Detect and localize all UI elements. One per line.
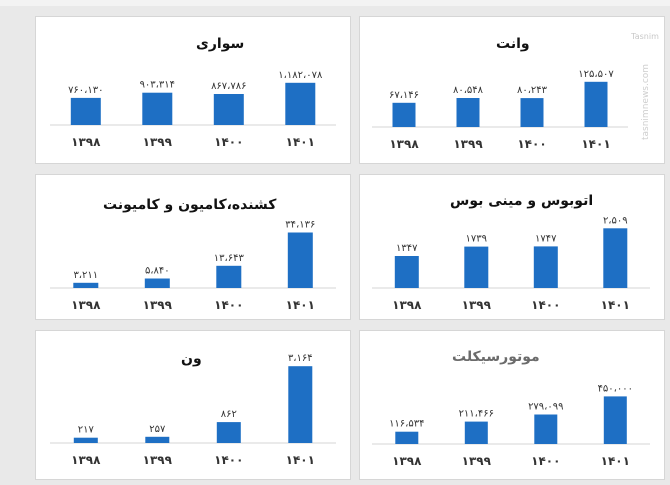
bar — [70, 97, 101, 125]
bar — [288, 366, 313, 443]
data-label: ۱۲۵،۵۰۷ — [578, 69, 614, 80]
bar-chart: ۱۳۴۷ ۱۳۹۸ ۱۷۳۹ ۱۳۹۹ ۱۷۴۷ ۱۴۰۰ ۲،۵۰۹ ۱۴۰۱ — [372, 215, 650, 312]
x-tick-label: ۱۳۹۸ — [389, 137, 419, 151]
data-label: ۴۵۰،۰۰۰ — [598, 383, 633, 394]
chart-panel-truck: کشنده،کامیون و کامیونت ۳،۲۱۱ ۱۳۹۸ ۵،۸۴۰ ۱۳۹… — [35, 174, 351, 320]
data-label: ۷۶۰،۱۳۰ — [68, 85, 103, 96]
x-tick-label: ۱۴۰۱ — [286, 135, 315, 149]
chart-panel-motorcycle: موتورسیکلت ۱۱۶،۵۳۴ ۱۳۹۸ ۲۱۱،۴۶۶ ۱۳۹۹ ۲۷۹،۰۹۹… — [359, 330, 665, 480]
bar — [213, 94, 244, 125]
bar-chart: ۷۶۰،۱۳۰ ۱۳۹۸ ۹۰۳،۳۱۴ ۱۳۹۹ ۸۶۷،۷۸۶ ۱۴۰۰ ۱،۱۸۲،۰… — [50, 70, 336, 149]
x-tick-label: ۱۴۰۰ — [214, 135, 243, 149]
data-label: ۸۰،۲۴۳ — [517, 85, 548, 96]
data-label: ۳،۲۱۱ — [73, 270, 98, 281]
data-label: ۱۳،۶۴۳ — [214, 253, 245, 264]
data-label: ۲۷۹،۰۹۹ — [528, 402, 563, 413]
bar — [216, 422, 241, 443]
watermark-url: tasnimnews.com — [641, 64, 651, 140]
watermark: Tasnim tasnimnews.com — [630, 25, 660, 143]
data-label: ۵،۸۴۰ — [145, 266, 170, 277]
data-label: ۸۰،۵۴۸ — [453, 85, 484, 96]
bar — [216, 265, 242, 288]
x-tick-label: ۱۳۹۸ — [71, 135, 101, 149]
data-label: ۲۵۷ — [149, 424, 166, 435]
top-strip — [0, 0, 670, 6]
x-tick-label: ۱۳۹۸ — [71, 298, 101, 312]
data-label: ۱۷۳۹ — [466, 234, 487, 245]
bar — [534, 414, 558, 444]
data-label: ۸۶۷،۷۸۶ — [211, 81, 246, 92]
x-tick-label: ۱۳۹۹ — [143, 453, 173, 467]
x-tick-label: ۱۴۰۱ — [286, 298, 315, 312]
x-tick-label: ۱۳۹۹ — [143, 298, 173, 312]
x-tick-label: ۱۳۹۹ — [462, 298, 492, 312]
chart-title: وانت — [496, 36, 530, 52]
bar — [287, 232, 313, 288]
x-tick-label: ۱۴۰۰ — [214, 298, 243, 312]
x-tick-label: ۱۳۹۹ — [462, 454, 492, 468]
chart-title: موتورسیکلت — [452, 349, 540, 365]
data-label: ۳،۱۶۴ — [288, 353, 313, 364]
x-tick-label: ۱۳۹۹ — [453, 137, 483, 151]
x-tick-label: ۱۳۹۹ — [143, 135, 173, 149]
data-label: ۲۱۷ — [78, 425, 95, 436]
x-tick-label: ۱۴۰۰ — [517, 137, 546, 151]
bar — [456, 98, 480, 127]
data-label: ۹۰۳،۳۱۴ — [140, 80, 175, 91]
x-tick-label: ۱۳۹۸ — [392, 454, 422, 468]
data-label: ۱،۱۸۲،۰۷۸ — [278, 70, 323, 81]
bar — [394, 256, 419, 288]
x-tick-label: ۱۴۰۱ — [286, 453, 315, 467]
bar — [142, 92, 173, 125]
bar — [144, 278, 170, 288]
data-label: ۶۷،۱۴۶ — [389, 90, 419, 101]
bar — [603, 396, 627, 444]
chart-title: سواری — [196, 36, 245, 52]
x-tick-label: ۱۴۰۱ — [601, 298, 630, 312]
chart-title: ون — [181, 351, 202, 367]
x-tick-label: ۱۳۹۸ — [71, 453, 101, 467]
x-tick-label: ۱۴۰۰ — [531, 298, 560, 312]
bar — [533, 246, 558, 288]
chart-panel-savari: سواری ۷۶۰،۱۳۰ ۱۳۹۸ ۹۰۳،۳۱۴ ۱۳۹۹ ۸۶۷،۷۸۶ ۱۴۰۰ ۱… — [35, 16, 351, 164]
data-label: ۱۷۴۷ — [535, 233, 557, 244]
data-label: ۲،۵۰۹ — [603, 215, 628, 226]
data-label: ۱۱۶،۵۳۴ — [389, 419, 424, 430]
bar — [584, 81, 608, 127]
bar-chart: ۳،۲۱۱ ۱۳۹۸ ۵،۸۴۰ ۱۳۹۹ ۱۳،۶۴۳ ۱۴۰۰ ۳۴،۱۳۶ ۱۴۰۱ — [50, 220, 336, 312]
bar — [395, 431, 419, 444]
bar — [464, 246, 489, 288]
bar-chart: ۲۱۷ ۱۳۹۸ ۲۵۷ ۱۳۹۹ ۸۶۲ ۱۴۰۰ ۳،۱۶۴ ۱۴۰۱ — [50, 353, 336, 467]
x-tick-label: ۱۴۰۰ — [214, 453, 243, 467]
data-label: ۲۱۱،۴۶۶ — [459, 409, 494, 420]
data-label: ۱۳۴۷ — [396, 243, 418, 254]
x-tick-label: ۱۳۹۸ — [392, 298, 422, 312]
data-label: ۳۴،۱۳۶ — [285, 220, 315, 231]
x-tick-label: ۱۴۰۰ — [531, 454, 560, 468]
chart-panel-vanet: وانت ۶۷،۱۴۶ ۱۳۹۸ ۸۰،۵۴۸ ۱۳۹۹ ۸۰،۲۴۳ ۱۴۰۰ ۱۲۵،۵… — [359, 16, 665, 164]
bar — [520, 98, 544, 127]
x-tick-label: ۱۴۰۱ — [581, 137, 610, 151]
chart-panel-bus: اتوبوس و مینی بوس ۱۳۴۷ ۱۳۹۸ ۱۷۳۹ ۱۳۹۹ ۱۷۴۷ ۱۴… — [359, 174, 665, 320]
chart-title: کشنده،کامیون و کامیونت — [103, 197, 277, 213]
x-tick-label: ۱۴۰۱ — [601, 454, 630, 468]
bar — [392, 102, 416, 127]
bar — [145, 436, 170, 443]
bar-chart: ۶۷،۱۴۶ ۱۳۹۸ ۸۰،۵۴۸ ۱۳۹۹ ۸۰،۲۴۳ ۱۴۰۰ ۱۲۵،۵۰۷ ۱۴۰… — [372, 69, 628, 151]
chart-title: اتوبوس و مینی بوس — [450, 193, 594, 209]
data-label: ۸۶۲ — [221, 409, 237, 420]
bar — [73, 437, 98, 443]
bar — [285, 82, 316, 125]
bar — [73, 282, 99, 288]
chart-panel-van: ون ۲۱۷ ۱۳۹۸ ۲۵۷ ۱۳۹۹ ۸۶۲ ۱۴۰۰ ۳،۱۶۴ ۱۴۰۱ — [35, 330, 351, 480]
bar — [464, 421, 488, 444]
watermark-logo: Tasnim — [630, 32, 659, 41]
bar-chart: ۱۱۶،۵۳۴ ۱۳۹۸ ۲۱۱،۴۶۶ ۱۳۹۹ ۲۷۹،۰۹۹ ۱۴۰۰ ۴۵۰،۰۰۰… — [372, 383, 650, 468]
bar — [603, 228, 628, 288]
